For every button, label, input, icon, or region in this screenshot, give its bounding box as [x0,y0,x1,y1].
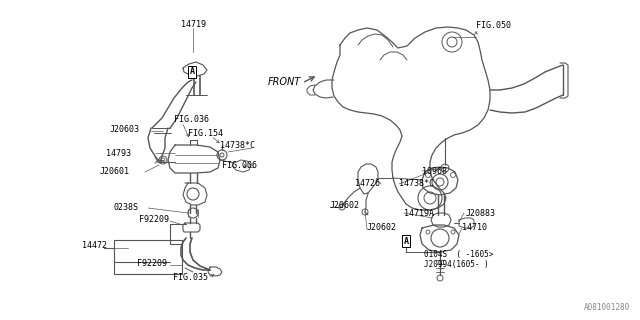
Text: J20883: J20883 [466,209,496,218]
Text: 14738*C: 14738*C [220,141,255,150]
Text: 0104S  ( -1605>: 0104S ( -1605> [424,251,493,260]
Text: FIG.154: FIG.154 [188,130,223,139]
Text: 14472: 14472 [82,242,107,251]
Text: 0238S: 0238S [113,204,138,212]
Text: F92209: F92209 [137,259,167,268]
Text: A: A [403,236,408,245]
Text: A: A [189,68,195,76]
Text: 14793: 14793 [106,148,131,157]
Text: 14710: 14710 [462,223,487,233]
Text: J20994(1605- ): J20994(1605- ) [424,260,489,269]
Text: FIG.050: FIG.050 [476,21,511,30]
Text: 14726: 14726 [355,180,380,188]
Text: F92209: F92209 [139,215,169,225]
Text: FIG.036: FIG.036 [174,116,209,124]
Text: 14738*C: 14738*C [399,180,434,188]
Text: FRONT: FRONT [268,77,301,87]
Text: J20602: J20602 [367,223,397,233]
Text: 14719A: 14719A [404,209,434,218]
Text: A081001280: A081001280 [584,303,630,312]
Text: J20602: J20602 [330,202,360,211]
Text: 14719: 14719 [180,20,205,29]
Text: J20601: J20601 [100,166,130,175]
Bar [114,240,182,274]
Text: J20603: J20603 [110,125,140,134]
Text: 10968: 10968 [422,166,447,175]
Text: FIG.035: FIG.035 [173,274,208,283]
Text: FIG.006: FIG.006 [222,162,257,171]
